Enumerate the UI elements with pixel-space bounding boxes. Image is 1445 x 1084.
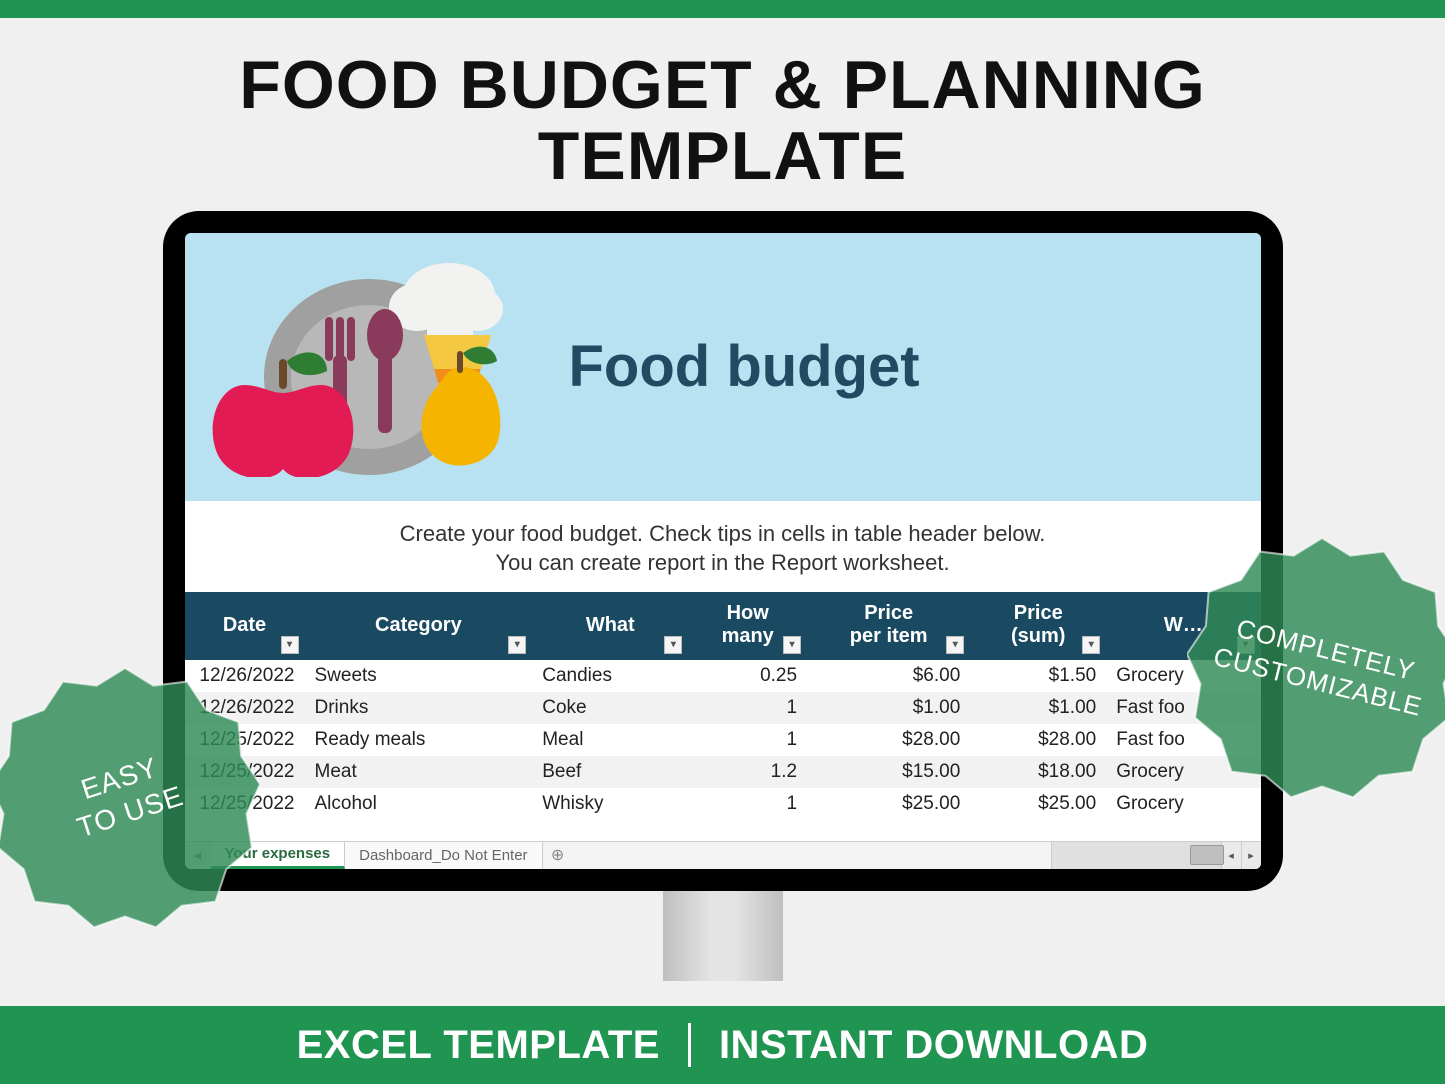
instruction-line2: You can create report in the Report work…: [195, 548, 1251, 578]
sheet-tab-bar: ◂ Your expenses Dashboard_Do Not Enter ⊕…: [185, 841, 1261, 869]
cell-what[interactable]: Beef: [532, 756, 688, 788]
column-header-cat[interactable]: Category▾: [305, 592, 533, 660]
badge-customizable: COMPLETELYCUSTOMIZABLE: [1187, 530, 1445, 800]
horizontal-scrollbar[interactable]: ◂ ▸: [1051, 842, 1261, 869]
monitor-stand: [663, 891, 783, 981]
instruction-line1: Create your food budget. Check tips in c…: [195, 519, 1251, 549]
cell-what[interactable]: Coke: [532, 692, 688, 724]
cell-sum[interactable]: $1.00: [970, 692, 1106, 724]
cell-sum[interactable]: $18.00: [970, 756, 1106, 788]
footer-left: EXCEL TEMPLATE: [297, 1023, 660, 1068]
cell-many[interactable]: 1.2: [688, 756, 807, 788]
scroll-left-button[interactable]: ◂: [1221, 842, 1241, 869]
screen: Food budget Create your food budget. Che…: [185, 233, 1261, 869]
spreadsheet-banner: Food budget: [185, 233, 1261, 501]
cell-ppi[interactable]: $15.00: [807, 756, 970, 788]
monitor-bezel: Food budget Create your food budget. Che…: [163, 211, 1283, 891]
cell-ppi[interactable]: $6.00: [807, 660, 970, 692]
monitor-mockup: Food budget Create your food budget. Che…: [163, 211, 1283, 981]
cell-many[interactable]: 1: [688, 788, 807, 820]
column-header-ppi[interactable]: Priceper item▾: [807, 592, 970, 660]
table-row[interactable]: 12/26/2022DrinksCoke1$1.00$1.00Fast foo: [185, 692, 1261, 724]
cell-sum[interactable]: $25.00: [970, 788, 1106, 820]
footer-bar: EXCEL TEMPLATE INSTANT DOWNLOAD: [0, 1006, 1445, 1084]
cell-what[interactable]: Meal: [532, 724, 688, 756]
cell-cat[interactable]: Ready meals: [305, 724, 533, 756]
cell-many[interactable]: 1: [688, 692, 807, 724]
expenses-table: Date▾Category▾What▾Howmany▾Priceper item…: [185, 592, 1261, 820]
cell-ppi[interactable]: $25.00: [807, 788, 970, 820]
column-header-what[interactable]: What▾: [532, 592, 688, 660]
footer-right: INSTANT DOWNLOAD: [719, 1023, 1148, 1068]
filter-cat-icon[interactable]: ▾: [508, 636, 526, 654]
table-body: 12/26/2022SweetsCandies0.25$6.00$1.50Gro…: [185, 660, 1261, 820]
top-accent-bar: [0, 0, 1445, 18]
cell-cat[interactable]: Sweets: [305, 660, 533, 692]
cell-many[interactable]: 0.25: [688, 660, 807, 692]
table-row[interactable]: 12/25/2022Ready mealsMeal1$28.00$28.00Fa…: [185, 724, 1261, 756]
table-row[interactable]: 12/25/2022MeatBeef1.2$15.00$18.00Grocery: [185, 756, 1261, 788]
cell-cat[interactable]: Drinks: [305, 692, 533, 724]
filter-ppi-icon[interactable]: ▾: [946, 636, 964, 654]
cell-many[interactable]: 1: [688, 724, 807, 756]
table-row[interactable]: 12/26/2022SweetsCandies0.25$6.00$1.50Gro…: [185, 660, 1261, 692]
add-sheet-button[interactable]: ⊕: [543, 842, 573, 869]
filter-what-icon[interactable]: ▾: [664, 636, 682, 654]
instruction-text: Create your food budget. Check tips in c…: [185, 501, 1261, 592]
cell-what[interactable]: Candies: [532, 660, 688, 692]
column-header-date[interactable]: Date▾: [185, 592, 305, 660]
table-header: Date▾Category▾What▾Howmany▾Priceper item…: [185, 592, 1261, 660]
cell-sum[interactable]: $1.50: [970, 660, 1106, 692]
scroll-right-button[interactable]: ▸: [1241, 842, 1261, 869]
cell-what[interactable]: Whisky: [532, 788, 688, 820]
filter-date-icon[interactable]: ▾: [281, 636, 299, 654]
food-illustration: [199, 257, 529, 477]
tab-dashboard[interactable]: Dashboard_Do Not Enter: [345, 842, 542, 869]
badge-easy-to-use: EASYTO USE: [0, 660, 260, 930]
column-header-many[interactable]: Howmany▾: [688, 592, 807, 660]
cell-sum[interactable]: $28.00: [970, 724, 1106, 756]
cell-ppi[interactable]: $1.00: [807, 692, 970, 724]
footer-divider: [688, 1023, 691, 1067]
page-title: FOOD BUDGET & PLANNINGTEMPLATE: [0, 18, 1445, 211]
table-row[interactable]: 12/25/2022AlcoholWhisky1$25.00$25.00Groc…: [185, 788, 1261, 820]
cell-cat[interactable]: Meat: [305, 756, 533, 788]
filter-many-icon[interactable]: ▾: [783, 636, 801, 654]
cell-ppi[interactable]: $28.00: [807, 724, 970, 756]
scroll-thumb[interactable]: [1190, 845, 1224, 865]
filter-sum-icon[interactable]: ▾: [1082, 636, 1100, 654]
banner-title: Food budget: [569, 333, 920, 400]
cell-cat[interactable]: Alcohol: [305, 788, 533, 820]
column-header-sum[interactable]: Price(sum)▾: [970, 592, 1106, 660]
